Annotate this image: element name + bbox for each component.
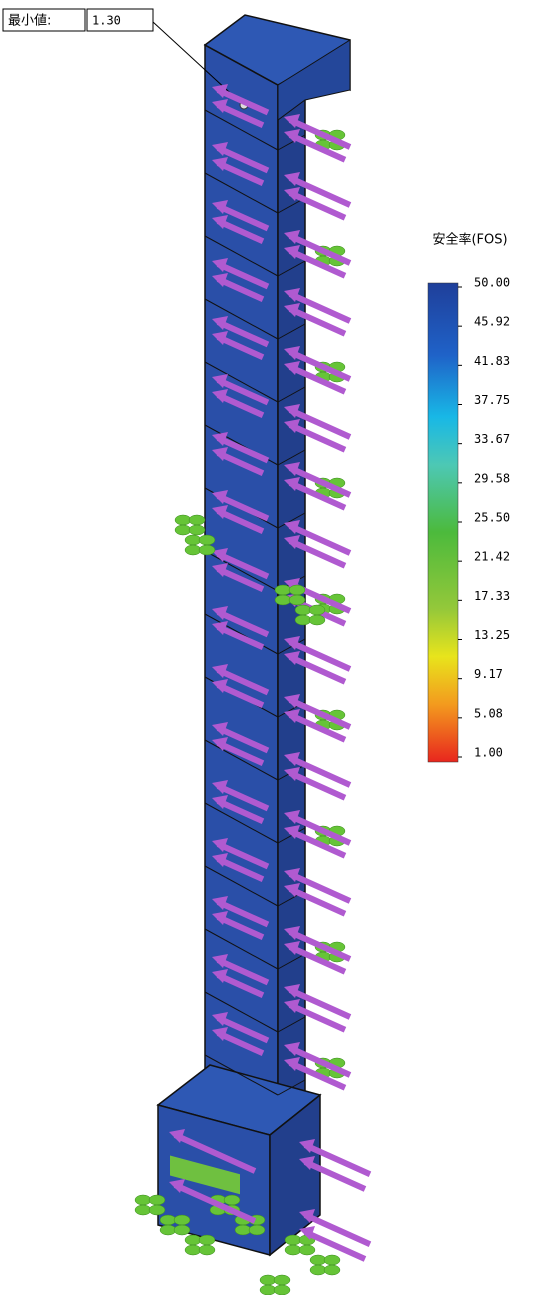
fixture-glyph <box>260 1275 276 1285</box>
fixture-glyph <box>185 535 201 545</box>
tick-label: 25.50 <box>474 511 510 525</box>
tick-label: 45.92 <box>474 315 510 329</box>
fixture-glyph <box>310 1265 326 1275</box>
fixture-glyph <box>199 535 215 545</box>
fixture-glyph <box>135 1205 151 1215</box>
fixture-glyph <box>295 615 311 625</box>
fixture-glyph <box>199 1245 215 1255</box>
fixture-glyph <box>275 595 291 605</box>
min-label: 最小値: <box>8 13 51 29</box>
fixture-glyph <box>285 1245 301 1255</box>
legend-title: 安全率(FOS) <box>432 233 507 248</box>
tick-label: 29.58 <box>474 471 510 485</box>
fixture-glyph <box>160 1225 176 1235</box>
tick-label: 1.00 <box>474 746 503 760</box>
fixture-glyph <box>189 525 205 535</box>
simulation-view: 最小値: 1.30 安全率(FOS) 50.00 45.92 41.83 37.75 3… <box>0 0 540 1295</box>
fixture-glyph <box>310 1255 326 1265</box>
fixture-glyph <box>174 1225 190 1235</box>
fixture-glyph <box>199 1235 215 1245</box>
fixture-glyph <box>235 1225 251 1235</box>
tick-label: 41.83 <box>474 354 510 368</box>
fixture-glyph <box>274 1285 290 1295</box>
tick-label: 17.33 <box>474 589 510 603</box>
tick-label: 50.00 <box>474 276 510 290</box>
fixture-glyph <box>324 1255 340 1265</box>
page: 最小値: 1.30 安全率(FOS) 50.00 45.92 41.83 37.75 3… <box>0 0 540 1295</box>
fixture-glyph <box>175 515 191 525</box>
tick-label: 21.42 <box>474 550 510 564</box>
fixture-glyph <box>224 1195 240 1205</box>
fixture-glyph <box>149 1195 165 1205</box>
fixture-glyph <box>174 1215 190 1225</box>
fixture-glyph <box>175 525 191 535</box>
min-value: 1.30 <box>92 14 121 28</box>
fixture-glyph <box>260 1285 276 1295</box>
legend-ticks: 50.00 45.92 41.83 37.75 33.67 29.58 25.50 21.42… <box>458 276 510 760</box>
tick-label: 9.17 <box>474 667 503 681</box>
color-bar <box>428 283 458 762</box>
fixture-glyph <box>149 1205 165 1215</box>
fixture-glyph <box>295 605 311 615</box>
fixture-glyph <box>185 545 201 555</box>
fixture-glyph <box>185 1235 201 1245</box>
fixture-glyph <box>324 1265 340 1275</box>
fixture-glyph <box>309 615 325 625</box>
fixture-glyph <box>135 1195 151 1205</box>
fixture-glyph <box>160 1215 176 1225</box>
fixture-glyph <box>299 1245 315 1255</box>
fixture-glyph <box>249 1225 265 1235</box>
tick-label: 33.67 <box>474 432 510 446</box>
fixture-glyph <box>274 1275 290 1285</box>
fixture-glyph <box>185 1245 201 1255</box>
fixture-glyph <box>289 585 305 595</box>
fixture-glyph <box>289 595 305 605</box>
fixture-glyph <box>275 585 291 595</box>
fixture-glyph <box>189 515 205 525</box>
tick-label: 5.08 <box>474 706 503 720</box>
tick-label: 37.75 <box>474 393 510 407</box>
fixture-glyph <box>199 545 215 555</box>
fixture-glyph <box>285 1235 301 1245</box>
fixture-glyph <box>309 605 325 615</box>
tick-label: 13.25 <box>474 628 510 642</box>
